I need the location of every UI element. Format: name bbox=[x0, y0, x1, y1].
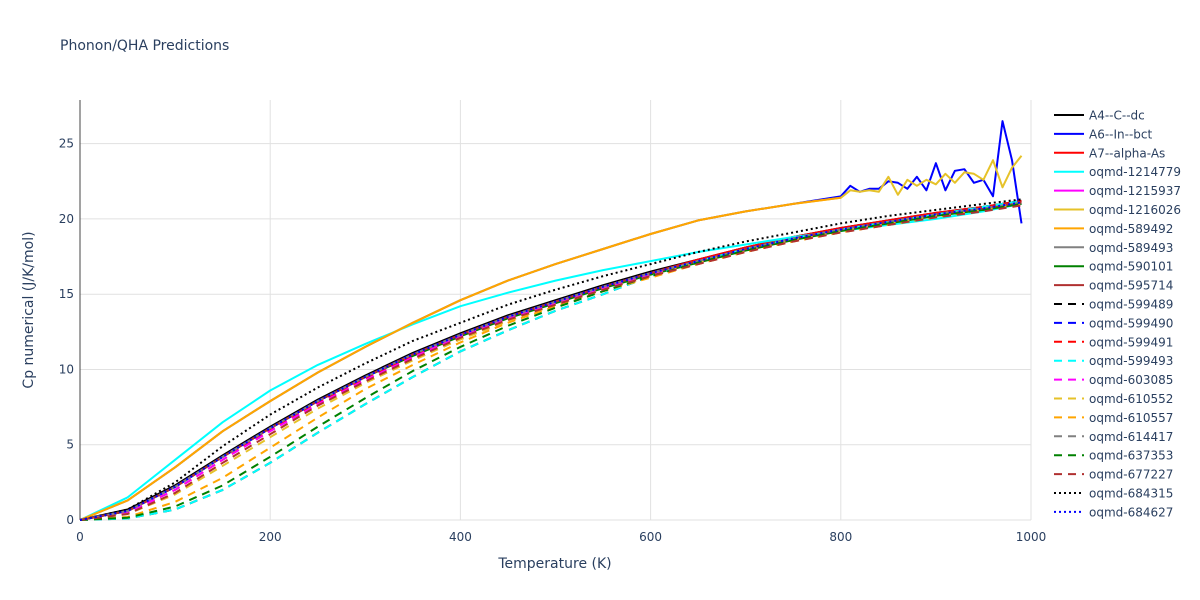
legend-item-oqmd-599493[interactable]: oqmd-599493 bbox=[1054, 354, 1173, 368]
legend-item-oqmd-684315[interactable]: oqmd-684315 bbox=[1054, 487, 1173, 501]
legend-item-oqmd-589492[interactable]: oqmd-589492 bbox=[1054, 222, 1173, 236]
series-line-oqmd-599489[interactable] bbox=[79, 199, 1022, 521]
legend-item-A7--alpha-As[interactable]: A7--alpha-As bbox=[1054, 146, 1165, 160]
legend-label: oqmd-589493 bbox=[1089, 241, 1173, 255]
series-line-oqmd-1214779[interactable] bbox=[79, 202, 1022, 521]
legend-item-oqmd-1216026[interactable]: oqmd-1216026 bbox=[1054, 203, 1181, 217]
series-line-oqmd-595714[interactable] bbox=[79, 201, 1022, 521]
series-line-oqmd-599493[interactable] bbox=[79, 199, 1022, 521]
y-tick-label: 15 bbox=[59, 287, 74, 301]
legend-item-oqmd-599491[interactable]: oqmd-599491 bbox=[1054, 335, 1173, 349]
legend-label: oqmd-637353 bbox=[1089, 449, 1173, 463]
legend-item-oqmd-599490[interactable]: oqmd-599490 bbox=[1054, 316, 1173, 330]
series-line-oqmd-637353[interactable] bbox=[79, 202, 1022, 521]
legend-label: oqmd-1216026 bbox=[1089, 203, 1181, 217]
y-tick-label: 0 bbox=[66, 513, 74, 527]
series-line-A7--alpha-As[interactable] bbox=[79, 199, 1022, 521]
legend-label: oqmd-595714 bbox=[1089, 279, 1173, 293]
y-tick-label: 20 bbox=[59, 212, 74, 226]
legend-item-oqmd-614417[interactable]: oqmd-614417 bbox=[1054, 430, 1173, 444]
legend-label: oqmd-599491 bbox=[1089, 335, 1173, 349]
plot-lines bbox=[79, 120, 1023, 521]
y-tick-label: 5 bbox=[66, 438, 74, 452]
series-line-oqmd-610552[interactable] bbox=[79, 202, 1022, 521]
legend-label: oqmd-677227 bbox=[1089, 468, 1173, 482]
legend-label: oqmd-684627 bbox=[1089, 505, 1173, 519]
legend: A4--C--dc A6--In--bct A7--alpha-As oqmd-121… bbox=[1054, 109, 1181, 519]
series-line-oqmd-589492[interactable] bbox=[79, 196, 841, 521]
series-line-oqmd-590101[interactable] bbox=[79, 202, 1022, 521]
y-axis-label: Cp numerical (J/K/mol) bbox=[21, 231, 37, 388]
x-tick-label: 200 bbox=[259, 530, 282, 544]
x-axis-label: Temperature (K) bbox=[497, 556, 611, 572]
y-tick-label: 25 bbox=[59, 137, 74, 151]
legend-label: oqmd-1214779 bbox=[1089, 165, 1181, 179]
legend-label: oqmd-590101 bbox=[1089, 260, 1173, 274]
legend-label: oqmd-610552 bbox=[1089, 392, 1173, 406]
series-line-oqmd-1215937[interactable] bbox=[79, 201, 1022, 521]
grid bbox=[79, 100, 1032, 521]
series-line-oqmd-614417[interactable] bbox=[79, 201, 1022, 521]
legend-label: oqmd-603085 bbox=[1089, 373, 1173, 387]
legend-item-oqmd-610557[interactable]: oqmd-610557 bbox=[1054, 411, 1173, 425]
legend-item-oqmd-1214779[interactable]: oqmd-1214779 bbox=[1054, 165, 1181, 179]
legend-item-oqmd-637353[interactable]: oqmd-637353 bbox=[1054, 449, 1173, 463]
legend-label: A4--C--dc bbox=[1089, 109, 1145, 123]
series-line-oqmd-684627[interactable] bbox=[79, 201, 1022, 521]
legend-item-oqmd-590101[interactable]: oqmd-590101 bbox=[1054, 260, 1173, 274]
legend-item-oqmd-603085[interactable]: oqmd-603085 bbox=[1054, 373, 1173, 387]
legend-label: oqmd-599493 bbox=[1089, 354, 1173, 368]
axis-ticks: 0 200 400 600 800 1000 0 5 10 15 20 25 bbox=[59, 137, 1047, 544]
legend-label: oqmd-684315 bbox=[1089, 487, 1173, 501]
x-tick-label: 1000 bbox=[1016, 530, 1047, 544]
legend-label: oqmd-599490 bbox=[1089, 316, 1173, 330]
legend-item-oqmd-1215937[interactable]: oqmd-1215937 bbox=[1054, 184, 1181, 198]
series-line-oqmd-1216026[interactable] bbox=[79, 155, 1023, 521]
x-tick-label: 800 bbox=[829, 530, 852, 544]
legend-item-A4--C--dc[interactable]: A4--C--dc bbox=[1054, 109, 1145, 123]
legend-item-oqmd-589493[interactable]: oqmd-589493 bbox=[1054, 241, 1173, 255]
legend-label: oqmd-599489 bbox=[1089, 298, 1173, 312]
series-line-oqmd-599491[interactable] bbox=[79, 201, 1022, 521]
legend-label: oqmd-1215937 bbox=[1089, 184, 1181, 198]
legend-item-oqmd-599489[interactable]: oqmd-599489 bbox=[1054, 298, 1173, 312]
series-line-oqmd-599490[interactable] bbox=[79, 201, 1022, 521]
chart-title: Phonon/QHA Predictions bbox=[60, 38, 229, 54]
x-tick-label: 0 bbox=[76, 530, 84, 544]
legend-item-oqmd-610552[interactable]: oqmd-610552 bbox=[1054, 392, 1173, 406]
series-line-oqmd-589493[interactable] bbox=[79, 201, 1022, 521]
legend-label: A7--alpha-As bbox=[1089, 146, 1165, 160]
legend-item-A6--In--bct[interactable]: A6--In--bct bbox=[1054, 127, 1153, 141]
series-line-oqmd-677227[interactable] bbox=[79, 204, 1022, 521]
legend-item-oqmd-595714[interactable]: oqmd-595714 bbox=[1054, 279, 1173, 293]
x-tick-label: 600 bbox=[639, 530, 662, 544]
legend-label: oqmd-614417 bbox=[1089, 430, 1173, 444]
y-tick-label: 10 bbox=[59, 362, 74, 376]
legend-item-oqmd-684627[interactable]: oqmd-684627 bbox=[1054, 505, 1173, 519]
legend-item-oqmd-677227[interactable]: oqmd-677227 bbox=[1054, 468, 1173, 482]
legend-label: oqmd-589492 bbox=[1089, 222, 1173, 236]
x-tick-label: 400 bbox=[449, 530, 472, 544]
legend-label: A6--In--bct bbox=[1089, 127, 1153, 141]
series-line-oqmd-684315[interactable] bbox=[79, 198, 1022, 521]
legend-label: oqmd-610557 bbox=[1089, 411, 1173, 425]
series-line-A4--C--dc[interactable] bbox=[79, 199, 1022, 521]
series-line-oqmd-603085[interactable] bbox=[79, 202, 1022, 521]
series-line-oqmd-610557[interactable] bbox=[79, 202, 1022, 521]
